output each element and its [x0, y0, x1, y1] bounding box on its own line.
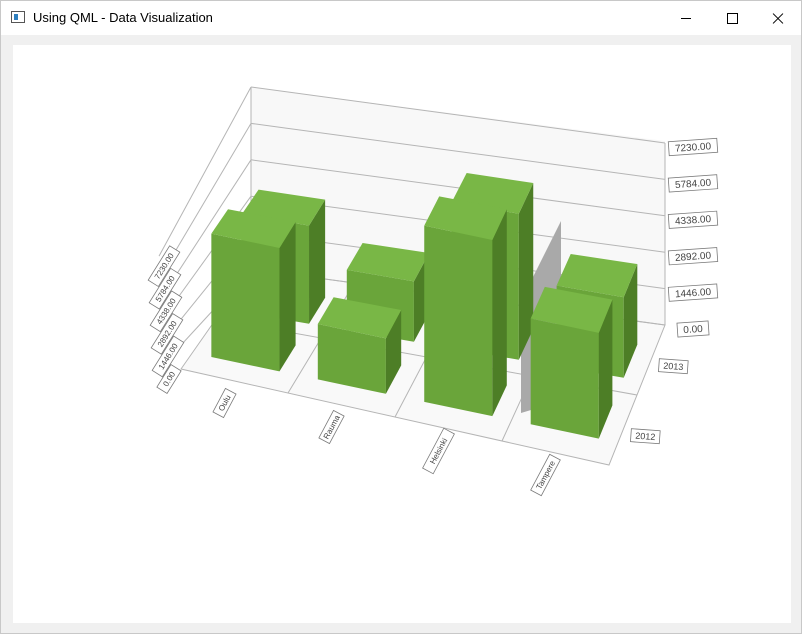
value-tick-right: 5784.00: [667, 174, 719, 193]
column-label-helsinki-box: [422, 427, 455, 475]
value-tick-right: 1446.00: [667, 283, 719, 302]
value-tick-right-text: 4338.00: [675, 214, 712, 228]
bar-front-face: [530, 318, 599, 439]
wall-gridline: [250, 122, 666, 180]
value-tick-left: 0.00: [156, 364, 182, 394]
bar-chart-3d[interactable]: 0.000.001446.001446.002892.002892.004338…: [13, 45, 791, 623]
bar-top-face: [424, 196, 507, 240]
row-label-2013-text: 2013: [663, 361, 684, 372]
row-label-2012-text: 2012: [635, 431, 656, 442]
bar-side-face: [385, 310, 402, 394]
window-title: Using QML - Data Visualization: [33, 10, 213, 25]
bar-rauma-2012: [317, 297, 402, 394]
value-tick-right-text: 1446.00: [675, 287, 712, 301]
bar-side-face: [492, 209, 507, 417]
value-tick-right: 0.00: [676, 320, 710, 338]
value-tick-right-text: 0.00: [683, 324, 704, 336]
bar-tampere-2012: [530, 286, 613, 439]
value-tick-left-box: [147, 245, 181, 288]
maximize-icon: [726, 12, 738, 24]
bar-front-face: [424, 225, 493, 417]
bar-oulu-2012: [211, 209, 296, 372]
value-tick-right-box: [676, 320, 710, 338]
side-gridline: [158, 86, 252, 257]
bars: [211, 173, 638, 439]
column-label-helsinki: Helsinki: [422, 427, 455, 475]
close-button[interactable]: [755, 1, 801, 35]
bar-helsinki-2012: [424, 196, 507, 417]
value-tick-right-box: [667, 137, 719, 157]
value-tick-right: 7230.00: [667, 137, 719, 157]
value-tick-left-box: [151, 335, 185, 378]
column-label-rauma: Rauma: [318, 409, 345, 445]
row-label-2012-box: [630, 428, 661, 445]
minimize-icon: [681, 17, 691, 19]
close-icon: [772, 12, 784, 24]
column-label-rauma-box: [318, 409, 345, 445]
value-tick-right: 2892.00: [667, 247, 719, 266]
value-tick-right-text: 2892.00: [675, 250, 712, 264]
bar-side-face: [598, 299, 613, 439]
value-tick-left-box: [148, 267, 182, 310]
chart-area[interactable]: 0.00 0.00 1446.00 1446.00 2892.00 2892.00 4338…: [13, 45, 791, 623]
value-tick-right-box: [667, 210, 719, 229]
row-label-2012: 2012: [630, 428, 661, 445]
bar-side-face: [309, 199, 326, 324]
wall-gridline: [250, 159, 666, 217]
value-tick-left-box: [156, 364, 182, 394]
title-bar[interactable]: Using QML - Data Visualization: [1, 1, 801, 35]
row-label-2013: 2013: [658, 358, 689, 375]
column-label-tampere: Tampere: [530, 453, 561, 497]
bar-top-face: [317, 297, 402, 339]
app-icon: [11, 11, 25, 23]
value-tick-left-box: [149, 290, 183, 333]
value-tick-left-box: [150, 312, 184, 355]
column-label-oulu: Oulu: [212, 387, 237, 419]
bar-top-face: [346, 242, 430, 282]
column-label-oulu-box: [212, 387, 237, 419]
row-label-2013-box: [658, 358, 689, 375]
bar-side-face: [623, 264, 638, 378]
column-label-tampere-box: [530, 453, 561, 497]
bar-front-face: [317, 324, 386, 394]
bar-top-face: [556, 254, 638, 298]
bar-top-face: [211, 209, 296, 249]
wall-gridline: [250, 86, 666, 144]
bar-top-face: [530, 286, 613, 333]
minimize-button[interactable]: [663, 1, 709, 35]
value-tick-right-text: 5784.00: [675, 178, 712, 192]
bar-front-face: [211, 233, 280, 372]
value-tick-right: 4338.00: [667, 210, 719, 229]
value-tick-right-box: [667, 283, 719, 302]
value-tick-right-box: [667, 247, 719, 266]
bar-side-face: [279, 222, 296, 372]
bar-side-face: [518, 182, 534, 360]
value-tick-right-box: [667, 174, 719, 193]
maximize-button[interactable]: [709, 1, 755, 35]
value-tick-right-text: 7230.00: [675, 141, 712, 155]
